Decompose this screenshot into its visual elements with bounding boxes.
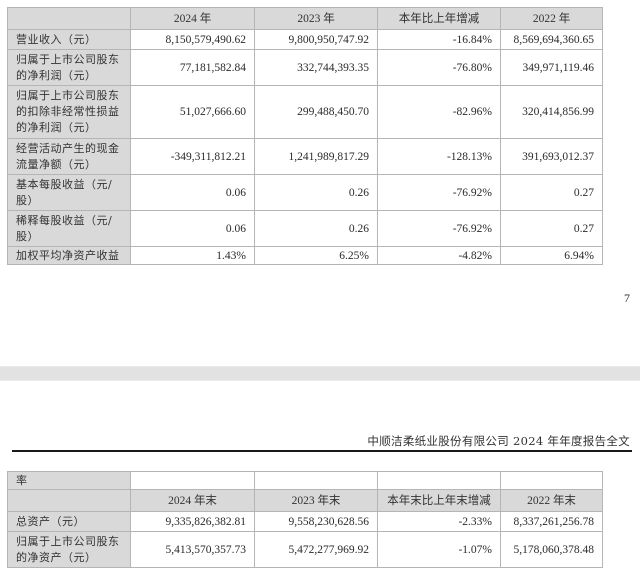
table-row: 基本每股收益（元/股） 0.06 0.26 -76.92% 0.27 [7,174,603,211]
table-header-row: 2024 年末 2023 年末 本年末比上年末增减 2022 年末 [7,489,603,512]
row-label: 营业收入（元） [7,29,131,50]
header-change: 本年比上年增减 [377,7,501,30]
value-2022: 391,693,012.37 [500,138,603,175]
row-label: 基本每股收益（元/股） [7,174,131,211]
blank-cell [130,471,255,490]
blank-cell [254,471,378,490]
table-header-row: 2024 年 2023 年 本年比上年增减 2022 年 [7,7,603,30]
value-2024: 0.06 [130,174,255,211]
value-2024: 9,335,826,382.81 [130,511,255,532]
table-row: 营业收入（元） 8,150,579,490.62 9,800,950,747.9… [7,29,603,50]
value-2023: 0.26 [254,174,378,211]
value-2024: -349,311,812.21 [130,138,255,175]
table-row: 归属于上市公司股东的净资产（元） 5,413,570,357.73 5,472,… [7,531,603,568]
value-2022: 0.27 [500,174,603,211]
page-separator [0,366,640,381]
value-change: -2.33% [377,511,501,532]
value-2023: 6.25% [254,246,378,265]
value-2024: 8,150,579,490.62 [130,29,255,50]
table-row: 经营活动产生的现金流量净额（元） -349,311,812.21 1,241,9… [7,138,603,175]
row-label: 归属于上市公司股东的净资产（元） [7,531,131,568]
blank-cell [377,471,501,490]
value-2022: 349,971,119.46 [500,49,603,86]
header-blank [7,489,131,512]
row-label: 总资产（元） [7,511,131,532]
row-label: 加权平均净资产收益 [7,246,131,265]
value-2024: 1.43% [130,246,255,265]
value-change: -16.84% [377,29,501,50]
continuation-row: 率 [7,471,603,490]
value-2023: 5,472,277,969.92 [254,531,378,568]
value-change: -82.96% [377,85,501,139]
row-label: 经营活动产生的现金流量净额（元） [7,138,131,175]
value-2022: 0.27 [500,210,603,247]
table-row: 归属于上市公司股东的净利润（元） 77,181,582.84 332,744,3… [7,49,603,86]
header-2024: 2024 年 [130,7,255,30]
header-change: 本年末比上年末增减 [377,489,501,512]
value-2024: 77,181,582.84 [130,49,255,86]
table-row: 加权平均净资产收益 1.43% 6.25% -4.82% 6.94% [7,246,603,265]
row-label: 归属于上市公司股东的扣除非经常性损益的净利润（元） [7,85,131,139]
table-row: 稀释每股收益（元/股） 0.06 0.26 -76.92% 0.27 [7,210,603,247]
value-2024: 51,027,666.60 [130,85,255,139]
table-row: 归属于上市公司股东的扣除非经常性损益的净利润（元） 51,027,666.60 … [7,85,603,139]
value-change: -76.80% [377,49,501,86]
value-2024: 5,413,570,357.73 [130,531,255,568]
value-change: -4.82% [377,246,501,265]
value-change: -76.92% [377,210,501,247]
header-2023: 2023 年 [254,7,378,30]
value-change: -128.13% [377,138,501,175]
header-blank [7,7,131,30]
blank-cell [500,471,603,490]
table-row: 总资产（元） 9,335,826,382.81 9,558,230,628.56… [7,511,603,532]
value-2023: 0.26 [254,210,378,247]
value-2022: 6.94% [500,246,603,265]
header-2022: 2022 年 [500,7,603,30]
value-2023: 299,488,450.70 [254,85,378,139]
value-2023: 9,558,230,628.56 [254,511,378,532]
continuation-label: 率 [7,471,131,490]
row-label: 稀释每股收益（元/股） [7,210,131,247]
header-2024-end: 2024 年末 [130,489,255,512]
value-2022: 8,569,694,360.65 [500,29,603,50]
report-running-header: 中顺洁柔纸业股份有限公司 2024 年年度报告全文 [367,434,630,448]
header-2023-end: 2023 年末 [254,489,378,512]
value-2023: 9,800,950,747.92 [254,29,378,50]
value-2022: 8,337,261,256.78 [500,511,603,532]
value-2022: 5,178,060,378.48 [500,531,603,568]
header-2022-end: 2022 年末 [500,489,603,512]
page-number: 7 [624,291,630,305]
balance-sheet-table: 率 2024 年末 2023 年末 本年末比上年末增减 2022 年末 总资产（… [7,471,603,568]
value-2024: 0.06 [130,210,255,247]
value-2023: 332,744,393.35 [254,49,378,86]
value-change: -76.92% [377,174,501,211]
value-change: -1.07% [377,531,501,568]
header-rule [12,450,632,452]
row-label: 归属于上市公司股东的净利润（元） [7,49,131,86]
value-2022: 320,414,856.99 [500,85,603,139]
value-2023: 1,241,989,817.29 [254,138,378,175]
key-financials-table: 2024 年 2023 年 本年比上年增减 2022 年 营业收入（元） 8,1… [7,7,603,265]
